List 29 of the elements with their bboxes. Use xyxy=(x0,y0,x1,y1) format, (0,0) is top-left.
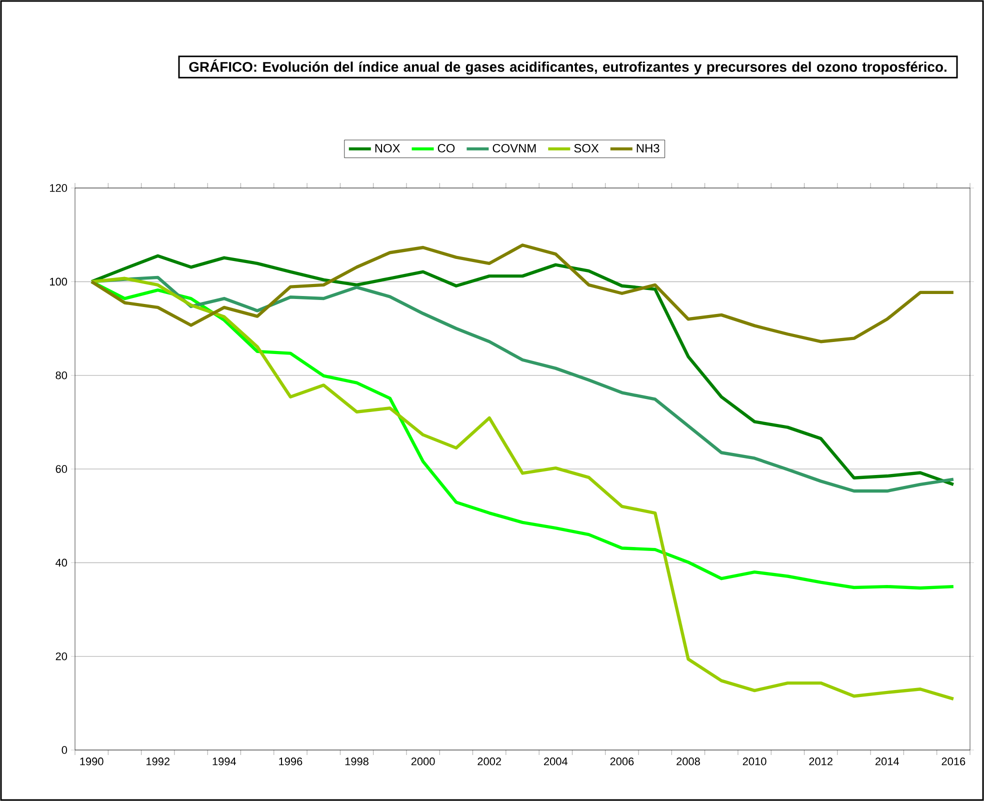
y-tick-label: 60 xyxy=(56,465,68,473)
x-tick-label: 1998 xyxy=(345,758,368,766)
x-tick-label: 2002 xyxy=(478,758,501,766)
x-tick-label: 2004 xyxy=(544,758,568,766)
x-tick-label: 1990 xyxy=(80,758,104,766)
line-series xyxy=(90,244,956,344)
legend-label: NOX xyxy=(375,144,400,152)
x-tick-label: 2010 xyxy=(742,758,766,766)
y-tick-label: 120 xyxy=(50,184,68,192)
legend-label: NH3 xyxy=(636,144,660,152)
x-tick-label: 2008 xyxy=(676,758,700,766)
x-tick-label: 2014 xyxy=(875,758,899,766)
x-tick-label: 1992 xyxy=(146,758,170,766)
y-tick-label: 40 xyxy=(56,558,68,567)
line-series xyxy=(90,276,956,701)
y-tick-label: 0 xyxy=(62,746,68,754)
y-tick-label: 100 xyxy=(50,278,68,286)
legend-label: CO xyxy=(438,144,455,152)
y-tick-label: 20 xyxy=(56,652,68,660)
legend-label: SOX xyxy=(574,144,599,152)
y-tick-label: 80 xyxy=(56,371,68,380)
x-tick-label: 2016 xyxy=(942,758,966,766)
legend-label: COVNM xyxy=(492,144,536,152)
chart-title: GRÁFICO: Evolución del índice anual de gases acidificantes, eutrofizantes y precursores del ozono troposférico. xyxy=(189,59,946,75)
x-tick-label: 2012 xyxy=(809,758,832,766)
x-tick-label: 2000 xyxy=(411,758,435,766)
x-tick-label: 2006 xyxy=(610,758,634,766)
x-tick-label: 1994 xyxy=(212,758,236,766)
x-tick-label: 1996 xyxy=(279,758,302,766)
